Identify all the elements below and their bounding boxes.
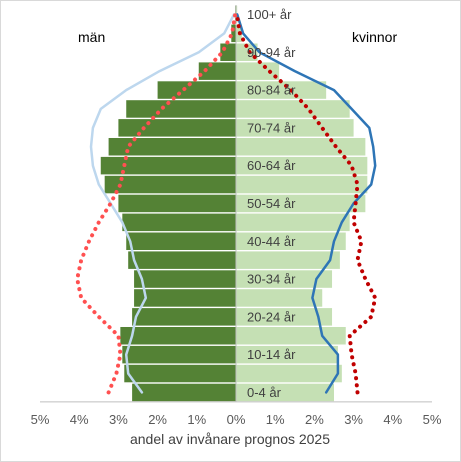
x-tick-label: 3% [344,412,363,427]
bar-men-1 [124,364,236,383]
men-label: män [78,29,105,45]
bar-men-0 [132,383,236,402]
age-label: 90-94 år [247,45,296,60]
bar-men-6 [134,270,236,288]
bar-women-1 [236,364,342,383]
bar-men-17 [198,62,236,80]
bar-women-18 [236,43,258,61]
bars-women [236,5,368,402]
bar-men-10 [118,194,236,213]
bar-men-12 [100,156,236,175]
trend-lines [75,12,378,395]
bar-men-3 [120,327,236,345]
bar-women-4 [236,308,333,326]
x-tick-label: 5% [423,412,442,427]
x-tick-label: 5% [31,412,50,427]
bar-men-5 [134,289,236,307]
x-tick-label: 1% [266,412,285,427]
bar-women-16 [236,81,327,99]
age-label: 100+ år [247,7,292,22]
dotted-line-left [75,12,238,395]
x-axis-label: andel av invånare prognos 2025 [130,431,330,447]
age-label: 80-84 år [247,83,296,98]
bars-men [100,5,237,402]
x-tick-label: 4% [383,412,402,427]
x-tick-label: 0% [227,412,246,427]
bar-women-14 [236,119,354,137]
bar-men-19 [231,24,236,43]
dotted-line-right [234,12,378,395]
age-label: 30-34 år [247,272,296,287]
bar-men-9 [122,213,236,232]
bar-women-10 [236,194,366,213]
age-label: 40-44 år [247,234,296,249]
bar-men-14 [118,119,236,137]
age-label: 10-14 år [247,347,296,362]
bar-men-16 [157,81,236,99]
x-tick-label: 2% [305,412,324,427]
age-label: 20-24 år [247,309,296,324]
x-tick-labels: 5% 4% 3% 2% 1% 0% 1% 2% 3% 4% 5% [31,412,442,427]
bar-women-6 [236,270,333,288]
x-tick-label: 4% [70,412,89,427]
x-tick-label: 3% [109,412,128,427]
bar-women-7 [236,251,340,269]
bar-women-13 [236,138,366,156]
x-tick-label: 2% [148,412,167,427]
age-labels: 0-4 år 10-14 år 20-24 år 30-34 år 40-44 år 50… [247,7,296,400]
bar-men-8 [126,232,236,250]
age-label: 0-4 år [247,385,282,400]
women-label: kvinnor [352,29,397,45]
bar-men-13 [108,138,236,156]
bar-women-2 [236,345,338,364]
bar-men-2 [122,345,236,364]
bar-women-11 [236,175,368,194]
bar-men-4 [132,308,236,326]
bar-men-15 [126,100,236,118]
bar-men-7 [128,251,236,269]
bar-women-3 [236,327,346,345]
bar-women-9 [236,213,350,232]
solid-line-right [235,13,377,394]
x-tick-label: 1% [187,412,206,427]
age-label: 60-64 år [247,158,296,173]
bar-women-12 [236,156,368,175]
bar-women-17 [236,62,280,80]
bar-women-8 [236,232,346,250]
bar-women-5 [236,289,323,307]
bar-men-11 [104,175,237,194]
bar-women-0 [236,383,334,402]
bar-women-15 [236,100,350,118]
age-label: 70-74 år [247,120,296,135]
bar-men-18 [220,43,236,61]
age-label: 50-54 år [247,196,296,211]
